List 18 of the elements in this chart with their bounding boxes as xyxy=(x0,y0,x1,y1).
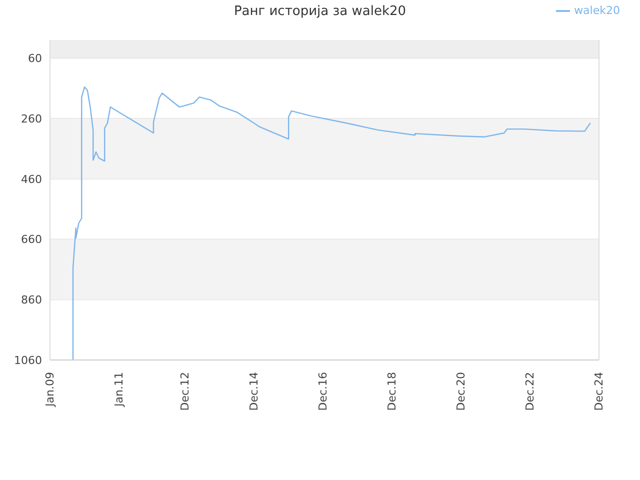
x-tick-label: Dec.14 xyxy=(248,372,261,411)
x-tick-label: Dec.16 xyxy=(316,372,330,411)
y-tick-label: 260 xyxy=(21,112,42,126)
x-tick-label: Dec.22 xyxy=(524,372,537,411)
chart-title: Ранг историја за walek20 xyxy=(234,4,406,19)
y-tick-label: 660 xyxy=(21,233,42,246)
y-tick-label: 1060 xyxy=(14,354,42,367)
x-tick-label: Jan.09 xyxy=(44,372,56,408)
x-tick-label: Dec.18 xyxy=(386,372,399,411)
y-tick-label: 60 xyxy=(28,52,42,66)
x-tick-label: Dec.12 xyxy=(178,372,192,411)
x-tick-label: Jan.11 xyxy=(112,372,126,408)
y-tick-label: 860 xyxy=(21,294,42,307)
legend-label: walek20 xyxy=(574,4,620,18)
x-tick-label: Dec.24 xyxy=(592,372,606,411)
line-series xyxy=(72,86,591,360)
y-tick-label: 460 xyxy=(21,172,42,186)
x-tick-label: Dec.20 xyxy=(454,372,468,411)
